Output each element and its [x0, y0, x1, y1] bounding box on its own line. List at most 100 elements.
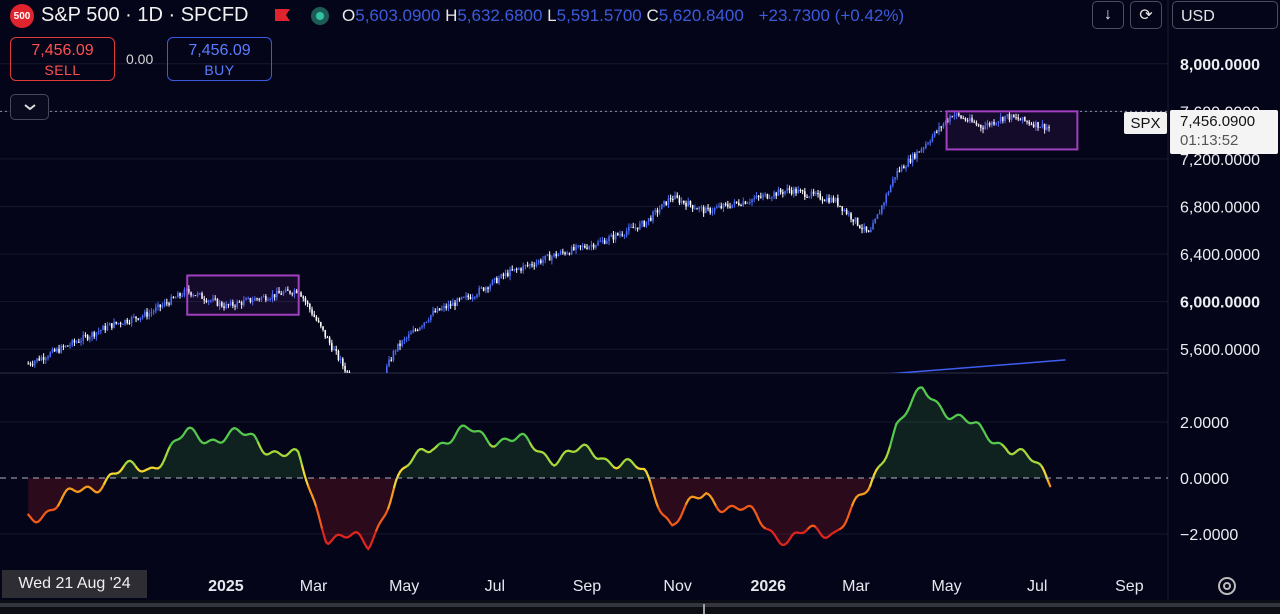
currency-selector[interactable]: USD — [1172, 1, 1278, 29]
candle-body — [295, 290, 298, 294]
candle-body — [832, 197, 835, 202]
candle-body — [181, 295, 184, 297]
candle-body — [705, 207, 707, 214]
candle-body — [790, 190, 793, 194]
candle-body — [707, 207, 709, 209]
candle-body — [601, 240, 604, 242]
scrollbar-thumb[interactable] — [0, 603, 1280, 607]
candle-body — [251, 300, 254, 303]
candle-body — [159, 304, 162, 308]
candle-body — [62, 345, 65, 347]
indicator-segment — [391, 485, 396, 497]
collapse-chevron-icon[interactable] — [10, 94, 49, 120]
candle-body — [509, 269, 511, 277]
candle-body — [619, 234, 621, 236]
candle-body — [269, 298, 272, 300]
candle-body — [1037, 122, 1039, 128]
replay-icon[interactable]: ⟳ — [1130, 1, 1162, 29]
symbol-title[interactable]: S&P 500 · 1D · SPCFD — [41, 4, 249, 26]
candle-body — [67, 345, 69, 347]
candle-body — [850, 213, 852, 220]
candle-body — [122, 324, 124, 326]
indicator-segment — [393, 478, 398, 489]
candle-body — [804, 191, 806, 197]
candle-body — [940, 126, 943, 128]
candle-body — [557, 254, 560, 257]
candle-body — [799, 190, 802, 192]
candle-body — [887, 192, 890, 195]
candle-body — [711, 211, 714, 213]
candle-body — [223, 306, 225, 309]
candle-body — [1008, 114, 1011, 120]
candle-body — [84, 334, 87, 336]
buy-button[interactable]: 7,456.09 BUY — [167, 37, 272, 81]
candle-body — [958, 113, 960, 116]
candle-body — [630, 226, 632, 228]
candle-body — [478, 287, 481, 295]
candle-body — [42, 357, 45, 360]
candle-body — [273, 294, 276, 298]
candle-body — [260, 297, 263, 300]
candle-body — [232, 301, 234, 306]
candle-body — [1046, 127, 1048, 130]
candle-body — [375, 395, 377, 400]
candle-body — [56, 348, 58, 352]
download-icon[interactable]: ↓ — [1092, 1, 1124, 29]
candle-body — [471, 297, 474, 299]
candle-body — [60, 345, 63, 353]
candle-body — [597, 241, 599, 246]
candle-body — [128, 322, 131, 324]
candle-body — [144, 311, 146, 316]
time-axis-label: Jul — [1027, 578, 1047, 595]
time-axis-label: Mar — [300, 578, 328, 595]
candle-body — [980, 125, 982, 128]
candle-body — [469, 297, 472, 299]
indicator-segment — [651, 487, 656, 497]
candle-body — [949, 116, 951, 122]
candle-body — [487, 287, 489, 289]
time-axis-label: Nov — [663, 578, 691, 595]
indicator-segment — [889, 437, 894, 447]
candle-body — [267, 299, 269, 301]
candle-body — [335, 349, 338, 351]
candle-body — [678, 197, 681, 203]
flag-icon[interactable] — [274, 8, 292, 23]
candle-body — [346, 371, 349, 373]
candle-body — [995, 122, 998, 125]
sell-button[interactable]: 7,456.09 SELL — [10, 37, 115, 81]
candle-body — [410, 332, 412, 335]
candle-body — [38, 358, 41, 361]
candle-body — [984, 125, 987, 130]
scrollbar-marker — [703, 604, 705, 614]
candle-body — [188, 288, 190, 293]
candle-body — [586, 247, 588, 249]
candle-body — [207, 300, 210, 302]
candle-body — [430, 314, 432, 321]
candle-body — [238, 301, 241, 303]
candle-body — [788, 188, 791, 191]
candle-body — [280, 293, 283, 295]
candle-body — [876, 214, 879, 219]
sell-label: SELL — [44, 62, 81, 78]
candle-body — [337, 350, 340, 360]
candle-body — [843, 209, 846, 212]
candle-body — [768, 198, 771, 200]
candle-body — [966, 120, 969, 122]
candles-group — [27, 111, 1066, 400]
candle-body — [515, 268, 518, 270]
candle-body — [342, 358, 344, 366]
candle-body — [152, 311, 155, 313]
candle-body — [947, 120, 949, 122]
candle-body — [867, 230, 870, 233]
gear-icon[interactable] — [1215, 574, 1239, 598]
candle-body — [559, 251, 562, 255]
time-axis-label: Jul — [485, 578, 505, 595]
price-axis-label: 8,000.0000 — [1180, 57, 1260, 74]
candle-body — [881, 205, 883, 214]
candle-body — [669, 198, 672, 200]
candle-body — [531, 264, 533, 266]
candle-body — [141, 315, 144, 318]
time-scrollbar[interactable] — [0, 600, 1280, 614]
candle-body — [775, 192, 778, 196]
